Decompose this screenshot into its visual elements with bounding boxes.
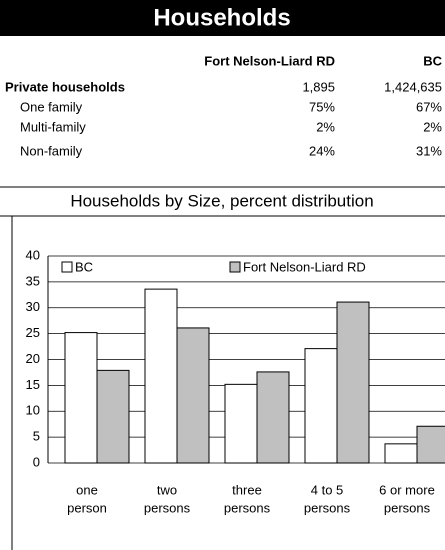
y-tick-label: 15 <box>26 377 40 392</box>
bar <box>256 371 290 464</box>
column-header: Fort Nelson-Liard RD <box>204 53 335 68</box>
cell: 75% <box>309 99 335 114</box>
x-tick-label: persons <box>384 500 431 515</box>
x-tick-label: persons <box>304 500 351 515</box>
x-tick-label: 4 to 5 <box>311 482 344 497</box>
x-tick-label: two <box>157 482 177 497</box>
x-tick-label: three <box>232 482 262 497</box>
chart-title: Households by Size, percent distribution <box>70 191 373 210</box>
cell: 67% <box>416 99 442 114</box>
x-tick-label: one <box>76 482 98 497</box>
bar <box>416 425 445 464</box>
y-tick-label: 30 <box>26 299 40 314</box>
legend-label: BC <box>75 259 93 274</box>
cell: 2% <box>316 119 335 134</box>
cell: 24% <box>309 143 335 158</box>
cell: 1,895 <box>302 79 335 94</box>
x-tick-label: 6 or more <box>379 482 435 497</box>
cell: 31% <box>416 143 442 158</box>
y-tick-label: 20 <box>26 351 40 366</box>
bar <box>304 348 338 464</box>
y-tick-label: 35 <box>26 273 40 288</box>
legend-label: Fort Nelson-Liard RD <box>243 259 366 274</box>
y-tick-label: 40 <box>26 247 40 262</box>
row-label: Multi-family <box>20 119 86 134</box>
bar <box>96 369 130 464</box>
y-tick-label: 5 <box>33 429 40 444</box>
cell: 1,424,635 <box>384 79 442 94</box>
title-bar <box>0 0 445 36</box>
bar <box>384 443 418 464</box>
legend-swatch <box>61 261 73 273</box>
bar <box>144 288 178 464</box>
x-tick-label: persons <box>144 500 191 515</box>
y-tick-label: 25 <box>26 325 40 340</box>
legend-swatch <box>229 261 241 273</box>
y-tick-label: 10 <box>26 403 40 418</box>
column-header: BC <box>423 53 442 68</box>
cell: 2% <box>423 119 442 134</box>
bar <box>336 301 370 464</box>
y-tick-label: 0 <box>33 454 40 469</box>
row-label: Non-family <box>20 143 83 158</box>
row-label: Private households <box>5 79 125 94</box>
x-tick-label: person <box>67 500 107 515</box>
bar <box>224 383 258 464</box>
bar <box>176 327 210 464</box>
row-label: One family <box>20 99 83 114</box>
bar <box>64 332 98 464</box>
x-tick-label: persons <box>224 500 271 515</box>
title: Households <box>153 4 290 31</box>
